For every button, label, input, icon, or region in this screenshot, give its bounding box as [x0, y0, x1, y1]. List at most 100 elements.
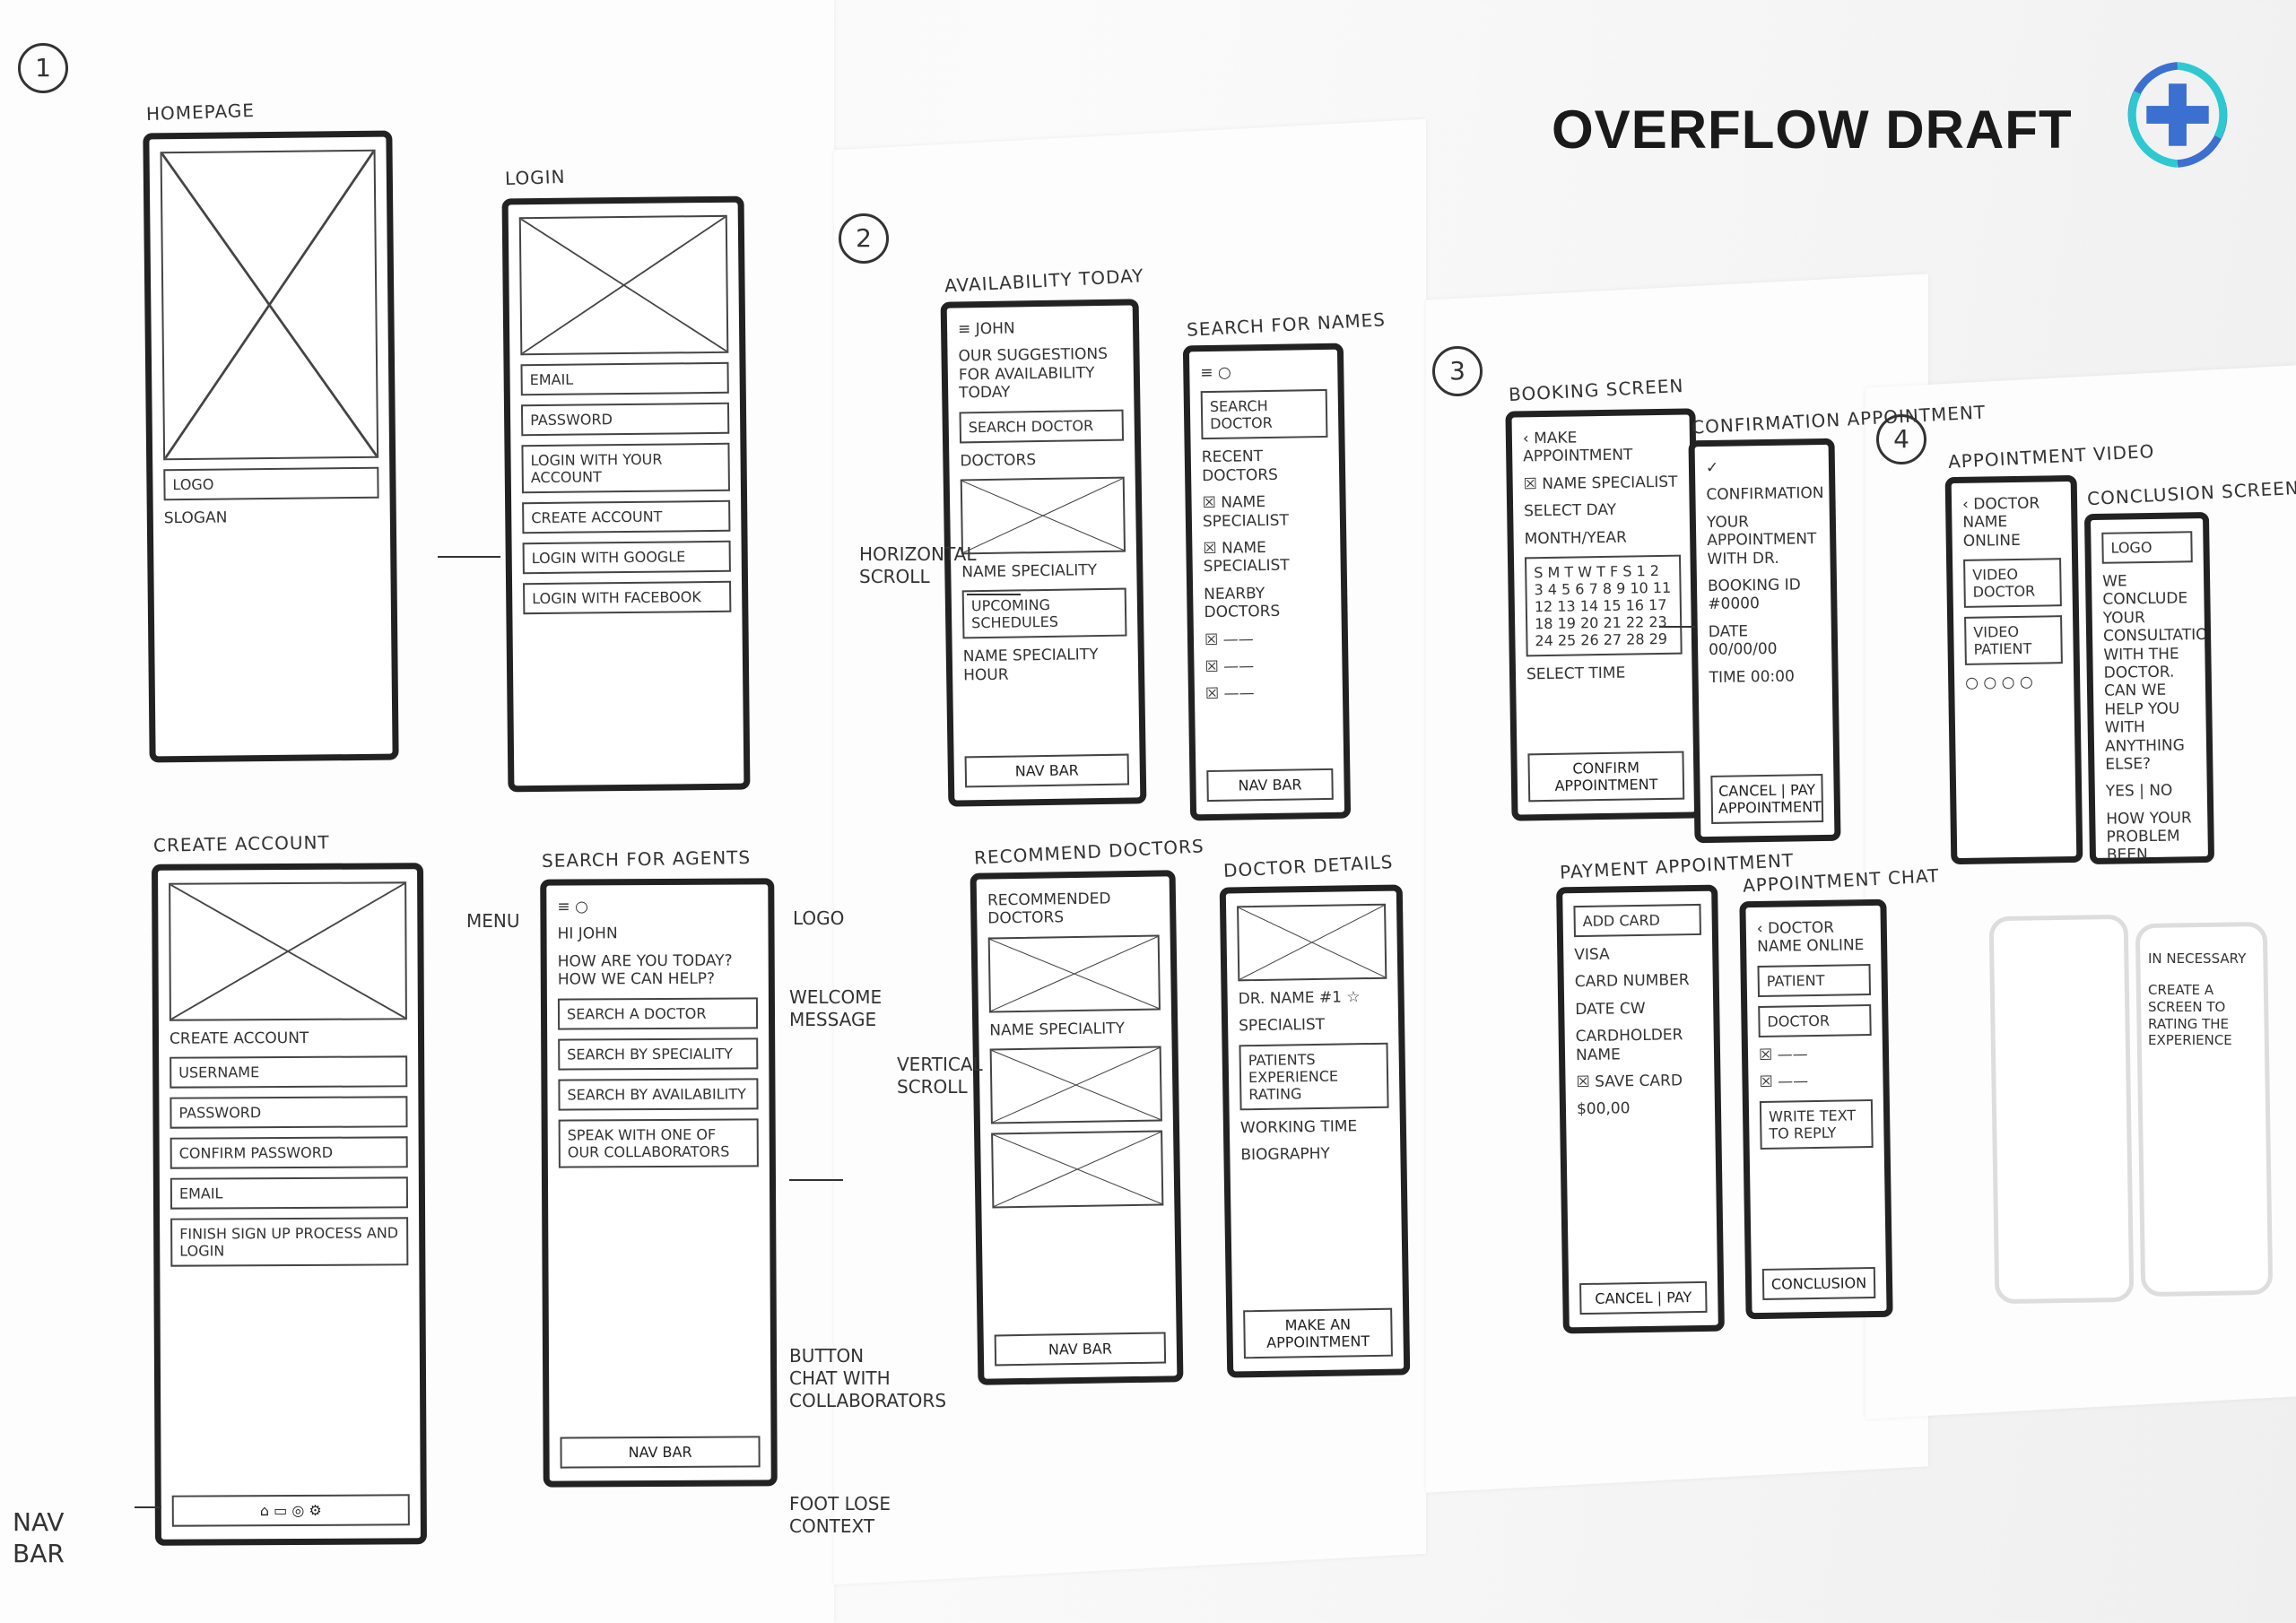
wireframe-recommend-doctors: Recommended Doctors Name Speciality Nav Ba…	[970, 870, 1184, 1385]
sketch-text: Biography	[1240, 1144, 1330, 1165]
sketch-text: Visa	[1574, 945, 1610, 965]
note-horizontal-scroll: Horizontal Scroll	[859, 543, 977, 587]
sketch-button: Login with Facebook	[523, 580, 732, 615]
flow-arrow	[967, 594, 1021, 595]
sketch-text: We conclude your consultation with the d…	[2101, 572, 2215, 774]
note-rating-screen: Create a Screen to Rating the Experience	[2148, 982, 2232, 1049]
sketch-button: Logo	[163, 466, 379, 501]
sketch-text: Booking ID #0000	[1707, 576, 1801, 614]
wireframe-doctor-details: Dr. Name #1 ☆ Specialist Patients Experien…	[1219, 884, 1411, 1378]
image-placeholder	[987, 934, 1161, 1013]
note-dont-lose-context: Foot lose context	[789, 1493, 891, 1537]
page-title: OVERFLOW DRAFT	[1552, 100, 2073, 160]
section-number: 2	[839, 213, 889, 264]
wireframe-create-account: Create Account Username Password Confirm Pa…	[152, 863, 427, 1546]
wireframe-search-for-agents: ≡ ○ Hi John How are you today? How we can …	[540, 878, 778, 1488]
sketch-text: ☒ ——	[1758, 1045, 1808, 1064]
sketch-button: Video Doctor	[1963, 558, 2062, 609]
sketch-text: Month/Year	[1524, 528, 1628, 548]
flow-arrow	[789, 1179, 843, 1181]
sketch-button: Confirm Password	[170, 1136, 408, 1170]
sketch-text: Doctors	[960, 450, 1037, 471]
sketch-nav-bar: Nav Bar	[964, 753, 1130, 788]
sketch-button: Patient	[1757, 963, 1872, 997]
note-welcome-message: Welcome Message	[789, 986, 883, 1030]
wireframe-conclusion: Logo We conclude your consultation with t…	[2083, 511, 2215, 865]
note-if-necessary: In Necessary	[2148, 950, 2247, 967]
sketch-nav-bar: ⌂ ▭ ◎ ⚙	[171, 1494, 410, 1527]
sketch-button: Logo	[2101, 531, 2193, 564]
sketch-button: Search a Doctor	[557, 996, 759, 1030]
sketch-button: Patients Experience Rating	[1239, 1042, 1389, 1111]
sketch-button: Email	[170, 1176, 409, 1211]
sketch-text: ○ ○ ○ ○	[1965, 673, 2033, 693]
image-placeholder	[160, 149, 379, 461]
sketch-text: ☒ Save Card	[1576, 1072, 1683, 1092]
sketch-nav-bar: Confirm Appointment	[1527, 751, 1685, 803]
sketch-button: Password	[520, 402, 730, 437]
screen-title: Search for Agents	[541, 846, 752, 872]
note-nav-bar: Nav Bar	[13, 1507, 65, 1568]
sketch-text: Time 00:00	[1709, 666, 1795, 687]
wireframe-appointment-chat: ‹ Doctor Name Online Patient Doctor ☒ —— ☒ —…	[1739, 898, 1893, 1320]
wireframe-login: Email Password Login with your account Crea…	[501, 195, 751, 793]
sketch-button: Create account	[522, 499, 731, 534]
sketch-button: Email	[520, 361, 729, 396]
sketch-text: Create Account	[169, 1028, 309, 1048]
sketch-text: ☒ Name Specialist	[1202, 493, 1290, 531]
sketch-button: Finish sign up process and login	[170, 1217, 409, 1268]
wireframe-confirmation: ✓ Confirmation Your appointment with Dr. Bo…	[1688, 438, 1841, 844]
sketch-text: Hi John	[557, 924, 618, 943]
flow-arrow	[438, 556, 500, 558]
image-placeholder	[1237, 903, 1387, 982]
screen-title: Create Account	[152, 831, 330, 856]
sketch-text: Nearby Doctors	[1204, 584, 1281, 622]
sketch-text: Date CW	[1575, 999, 1646, 1019]
sketch-button: Speak with one of our collaborators	[558, 1117, 759, 1168]
image-placeholder	[169, 881, 407, 1021]
sketch-button: Login with your account	[521, 442, 730, 494]
image-placeholder	[518, 214, 729, 356]
wireframe-ghost-2	[2135, 921, 2274, 1298]
sketch-text: Yes | No	[2105, 781, 2173, 802]
sketch-text: Your appointment with Dr.	[1706, 513, 1817, 568]
sketch-text: Recommended Doctors	[987, 890, 1111, 928]
sketch-text: Working Time	[1239, 1117, 1358, 1138]
sketch-text: ✓	[1705, 458, 1719, 478]
sketch-nav-bar: Cancel | Pay Appointment	[1710, 773, 1824, 824]
sketch-text: Recent Doctors	[1201, 447, 1279, 485]
image-placeholder	[960, 476, 1126, 555]
flow-arrow	[135, 1506, 161, 1508]
sketch-text: Select Time	[1526, 664, 1626, 684]
sketch-text: ☒ ——	[1205, 684, 1255, 704]
sketch-text: Slogan	[163, 508, 228, 528]
sketch-text: $00,00	[1576, 1099, 1631, 1119]
sketch-nav-bar: Make an Appointment	[1243, 1307, 1393, 1359]
sketch-text: Our suggestions for availability today	[958, 345, 1109, 403]
sketch-text: How are you today? How we can help?	[557, 951, 733, 989]
sketch-button: Search Doctor	[959, 409, 1125, 444]
sketch-text: Dr. Name #1 ☆	[1238, 988, 1361, 1009]
sketch-text: ‹ Doctor Name Online	[1756, 918, 1865, 957]
sketch-text: Name Speciality	[989, 1019, 1126, 1040]
section-number: 3	[1432, 346, 1483, 396]
sketch-text: Name Speciality	[961, 561, 1098, 582]
sketch-text: ☒ ——	[1204, 629, 1254, 649]
screen-title: Homepage	[145, 99, 256, 126]
sketch-nav-bar: Nav Bar	[1206, 768, 1334, 803]
sketch-text: ≡ ○	[1200, 363, 1231, 383]
note-button-chat: Button Chat with Collaborators	[789, 1345, 947, 1411]
sketch-button: Search by Availability	[558, 1077, 759, 1111]
sketch-button: Video Patient	[1964, 615, 2063, 666]
wireframe-ghost-1	[1988, 914, 2135, 1305]
sketch-text: Specialist	[1238, 1016, 1326, 1036]
sketch-button: Write Text to Reply	[1759, 1098, 1874, 1150]
wireframe-availability-today: ≡ John Our suggestions for availability t…	[940, 299, 1147, 807]
sketch-text: ‹ Doctor Name Online	[1961, 494, 2040, 551]
medical-cross-logo	[2127, 62, 2228, 168]
sketch-text: ☒ Name Specialist	[1523, 473, 1678, 494]
wireframe-search-for-names: ≡ ○ Search Doctor Recent Doctors ☒ Name Spe…	[1182, 343, 1352, 821]
sketch-text: ‹ Make Appointment	[1522, 429, 1633, 466]
screen-title: Login	[504, 165, 566, 190]
sketch-button: Login with Google	[522, 540, 731, 575]
